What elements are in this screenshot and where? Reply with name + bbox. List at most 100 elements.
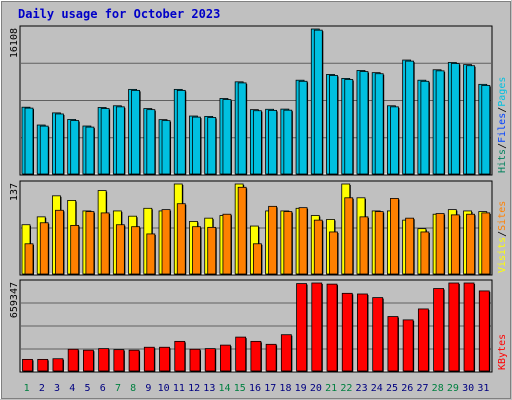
kbytes-bar-kbytes-day-21 bbox=[326, 283, 338, 372]
hits-files-pages-bar-files-day-22 bbox=[344, 79, 354, 175]
kbytes-bar-kbytes-day-1 bbox=[22, 358, 33, 372]
day-label-22: 22 bbox=[340, 383, 352, 394]
day-label-5: 5 bbox=[85, 383, 91, 394]
hits-files-pages-bar-files-day-8 bbox=[131, 89, 140, 175]
visits-sites-bar-sites-day-30 bbox=[466, 213, 475, 275]
hits-files-pages-bar-files-day-2 bbox=[39, 125, 49, 175]
hits-files-pages-bar-files-day-24 bbox=[374, 73, 384, 175]
day-label-10: 10 bbox=[158, 383, 170, 394]
legend-separator: / bbox=[497, 107, 508, 113]
kbytes-bar-kbytes-day-13 bbox=[204, 348, 216, 372]
kbytes-bar-kbytes-day-19 bbox=[296, 283, 307, 372]
day-label-11: 11 bbox=[173, 383, 185, 394]
day-label-7: 7 bbox=[115, 383, 121, 394]
visits-sites-bar-sites-day-13 bbox=[207, 226, 217, 275]
kbytes-bar-kbytes-day-27 bbox=[417, 308, 429, 372]
kbytes-bar-kbytes-day-3 bbox=[52, 358, 64, 372]
visits-sites-bar-sites-day-5 bbox=[85, 211, 95, 275]
kbytes-bar-kbytes-day-25 bbox=[387, 316, 399, 372]
kbytes-bar-kbytes-day-23 bbox=[357, 293, 368, 372]
hits-files-pages-bar-files-day-20 bbox=[313, 29, 323, 175]
hits-files-pages-bar-files-day-27 bbox=[420, 80, 430, 175]
visits-sites-bar-sites-day-21 bbox=[329, 231, 338, 275]
visits-sites-bar-sites-day-4 bbox=[70, 224, 80, 275]
day-label-15: 15 bbox=[234, 383, 246, 394]
x-axis-day-labels: 1 2 3 4 5 6 7 8 9 10 11 12 13 14 15 16 17 18 19 20 21 22 23 24 2… bbox=[24, 383, 490, 394]
day-label-17: 17 bbox=[264, 383, 276, 394]
hits-files-pages-legend: Hits/Files/Pages bbox=[497, 77, 508, 173]
hits-files-pages-bar-files-day-28 bbox=[435, 70, 445, 175]
kbytes-bar-kbytes-day-4 bbox=[67, 348, 79, 372]
kbytes-bar-kbytes-day-8 bbox=[128, 349, 140, 372]
day-label-2: 2 bbox=[39, 383, 45, 394]
day-label-29: 29 bbox=[447, 383, 459, 394]
visits-sites-bar-sites-day-26 bbox=[405, 217, 415, 275]
kbytes-bar-kbytes-day-29 bbox=[448, 282, 460, 372]
kbytes-bar-kbytes-day-28 bbox=[433, 288, 444, 372]
day-label-4: 4 bbox=[69, 383, 75, 394]
visits-sites-bar-sites-day-16 bbox=[252, 243, 262, 275]
kbytes-bar-kbytes-day-31 bbox=[478, 290, 490, 372]
legend-entry-files: Files bbox=[497, 113, 508, 143]
kbytes-legend: KBytes bbox=[497, 334, 508, 370]
hits-files-pages-bar-files-day-5 bbox=[85, 126, 95, 175]
visits-sites-bar-sites-day-3 bbox=[55, 209, 64, 275]
visits-sites-bar-sites-day-29 bbox=[450, 214, 460, 275]
day-label-14: 14 bbox=[219, 383, 231, 394]
day-label-30: 30 bbox=[462, 383, 474, 394]
kbytes-bar-kbytes-day-2 bbox=[37, 358, 49, 372]
day-label-20: 20 bbox=[310, 383, 322, 394]
day-label-28: 28 bbox=[432, 383, 444, 394]
visits-sites-bar-sites-day-11 bbox=[176, 203, 186, 275]
hits-files-pages-bar-files-day-17 bbox=[268, 109, 278, 175]
legend-entry-hits: Hits bbox=[497, 149, 508, 173]
kbytes-legend-text: KBytes bbox=[497, 334, 508, 370]
hits-files-pages-ymax-label: 16108 bbox=[9, 28, 20, 58]
visits-sites-bar-sites-day-18 bbox=[283, 211, 293, 275]
kbytes-bar-kbytes-day-12 bbox=[189, 348, 201, 372]
hits-files-pages-bar-files-day-31 bbox=[481, 85, 491, 175]
kbytes-bar-kbytes-day-9 bbox=[143, 346, 155, 372]
hits-files-pages-bar-files-day-13 bbox=[207, 117, 217, 175]
visits-sites-bar-sites-day-12 bbox=[192, 226, 201, 275]
hits-files-pages-bar-files-day-9 bbox=[146, 109, 156, 175]
day-label-3: 3 bbox=[54, 383, 60, 394]
hits-files-pages-bar-files-day-23 bbox=[359, 71, 369, 175]
visits-sites-bar-sites-day-15 bbox=[237, 186, 247, 275]
day-label-18: 18 bbox=[279, 383, 291, 394]
hits-files-pages-bar-files-day-14 bbox=[222, 99, 232, 175]
visits-sites-bar-sites-day-6 bbox=[100, 212, 110, 275]
hits-files-pages-bar-files-day-7 bbox=[115, 106, 125, 175]
kbytes-panel: 659347 KBytes bbox=[9, 279, 508, 373]
day-label-25: 25 bbox=[386, 383, 398, 394]
visits-sites-bar-sites-day-2 bbox=[39, 222, 49, 275]
hits-files-pages-bar-files-day-19 bbox=[298, 80, 308, 175]
visits-sites-legend: Visits/Sites bbox=[497, 201, 508, 273]
hits-files-pages-bar-files-day-25 bbox=[390, 106, 399, 175]
day-label-31: 31 bbox=[477, 383, 489, 394]
kbytes-bar-kbytes-day-7 bbox=[113, 349, 125, 372]
legend-separator: / bbox=[497, 143, 508, 149]
hits-files-pages-bar-files-day-3 bbox=[55, 113, 64, 175]
hits-files-pages-bar-files-day-12 bbox=[192, 116, 201, 175]
visits-sites-bar-sites-day-25 bbox=[390, 198, 399, 275]
kbytes-bar-kbytes-day-11 bbox=[174, 340, 186, 372]
legend-entry-visits: Visits bbox=[497, 237, 508, 273]
kbytes-bar-kbytes-day-16 bbox=[250, 340, 262, 372]
legend-entry-sites: Sites bbox=[497, 201, 508, 231]
hits-files-pages-bar-files-day-16 bbox=[252, 110, 262, 175]
hits-files-pages-bar-files-day-11 bbox=[176, 89, 186, 175]
visits-sites-bar-sites-day-1 bbox=[24, 243, 34, 275]
kbytes-bar-kbytes-day-18 bbox=[280, 334, 292, 372]
visits-sites-ymax-label: 137 bbox=[9, 183, 20, 201]
day-label-23: 23 bbox=[356, 383, 368, 394]
visits-sites-bar-sites-day-22 bbox=[344, 197, 354, 275]
kbytes-bar-kbytes-day-6 bbox=[98, 348, 110, 372]
day-label-19: 19 bbox=[295, 383, 307, 394]
day-label-24: 24 bbox=[371, 383, 383, 394]
visits-sites-bar-sites-day-14 bbox=[222, 213, 232, 275]
kbytes-bar-kbytes-day-26 bbox=[402, 319, 414, 372]
hits-files-pages-bar-files-day-29 bbox=[450, 63, 460, 175]
day-label-16: 16 bbox=[249, 383, 261, 394]
